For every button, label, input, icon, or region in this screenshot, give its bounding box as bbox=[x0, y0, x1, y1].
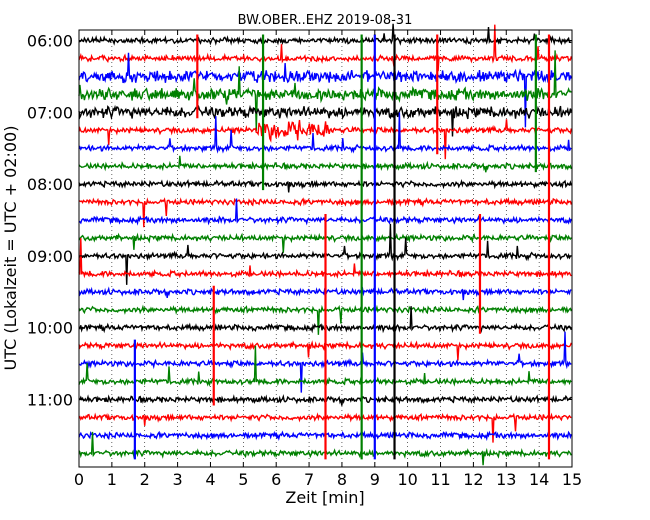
x-tick-label: 15 bbox=[562, 470, 582, 489]
x-tick-label: 2 bbox=[140, 470, 150, 489]
x-tick-label: 6 bbox=[271, 470, 281, 489]
x-tick-label: 13 bbox=[496, 470, 516, 489]
trace-line bbox=[78, 104, 572, 137]
x-axis-label: Zeit [min] bbox=[285, 488, 364, 507]
x-tick-label: 7 bbox=[304, 470, 314, 489]
y-tick-label: 08:00 bbox=[27, 175, 73, 194]
x-axis: 0 1 2 3 4 5 6 7 8 9 10 11 12 13 14 15 bbox=[74, 30, 582, 489]
plot-area: 0 1 2 3 4 5 6 7 8 9 10 11 12 13 14 15 06:0007:0008:0009… bbox=[27, 23, 582, 489]
trace-line bbox=[78, 196, 572, 228]
x-tick-label: 11 bbox=[430, 470, 450, 489]
y-tick-label: 11:00 bbox=[27, 391, 73, 410]
y-tick-label: 09:00 bbox=[27, 247, 73, 266]
x-tick-label: 10 bbox=[397, 470, 417, 489]
trace-line bbox=[78, 119, 572, 160]
trace-line bbox=[78, 155, 572, 173]
trace-line bbox=[78, 24, 572, 72]
x-tick-label: 0 bbox=[74, 470, 84, 489]
x-tick-label: 5 bbox=[238, 470, 248, 489]
x-tick-label: 14 bbox=[529, 470, 549, 489]
y-tick-label: 10:00 bbox=[27, 319, 73, 338]
y-axis: 06:00 07:00 08:00 09:00 10:00 11:00 bbox=[27, 32, 572, 410]
traces bbox=[78, 23, 572, 466]
y-axis-label: UTC (Lokalzeit = UTC + 02:00) bbox=[1, 126, 20, 371]
trace-line bbox=[78, 23, 572, 46]
x-tick-label: 9 bbox=[370, 470, 380, 489]
trace-line bbox=[78, 52, 572, 128]
y-tick-label: 07:00 bbox=[27, 103, 73, 122]
trace-line bbox=[78, 50, 572, 131]
x-tick-label: 1 bbox=[107, 470, 117, 489]
trace-line bbox=[78, 178, 572, 193]
y-tick-label: 06:00 bbox=[27, 32, 73, 51]
x-tick-label: 3 bbox=[173, 470, 183, 489]
x-tick-label: 8 bbox=[337, 470, 347, 489]
trace-line bbox=[78, 112, 572, 154]
x-tick-label: 12 bbox=[463, 470, 483, 489]
plot-frame bbox=[78, 29, 573, 468]
chart-title: BW.OBER..EHZ 2019-08-31 bbox=[238, 13, 413, 28]
x-tick-label: 4 bbox=[205, 470, 215, 489]
